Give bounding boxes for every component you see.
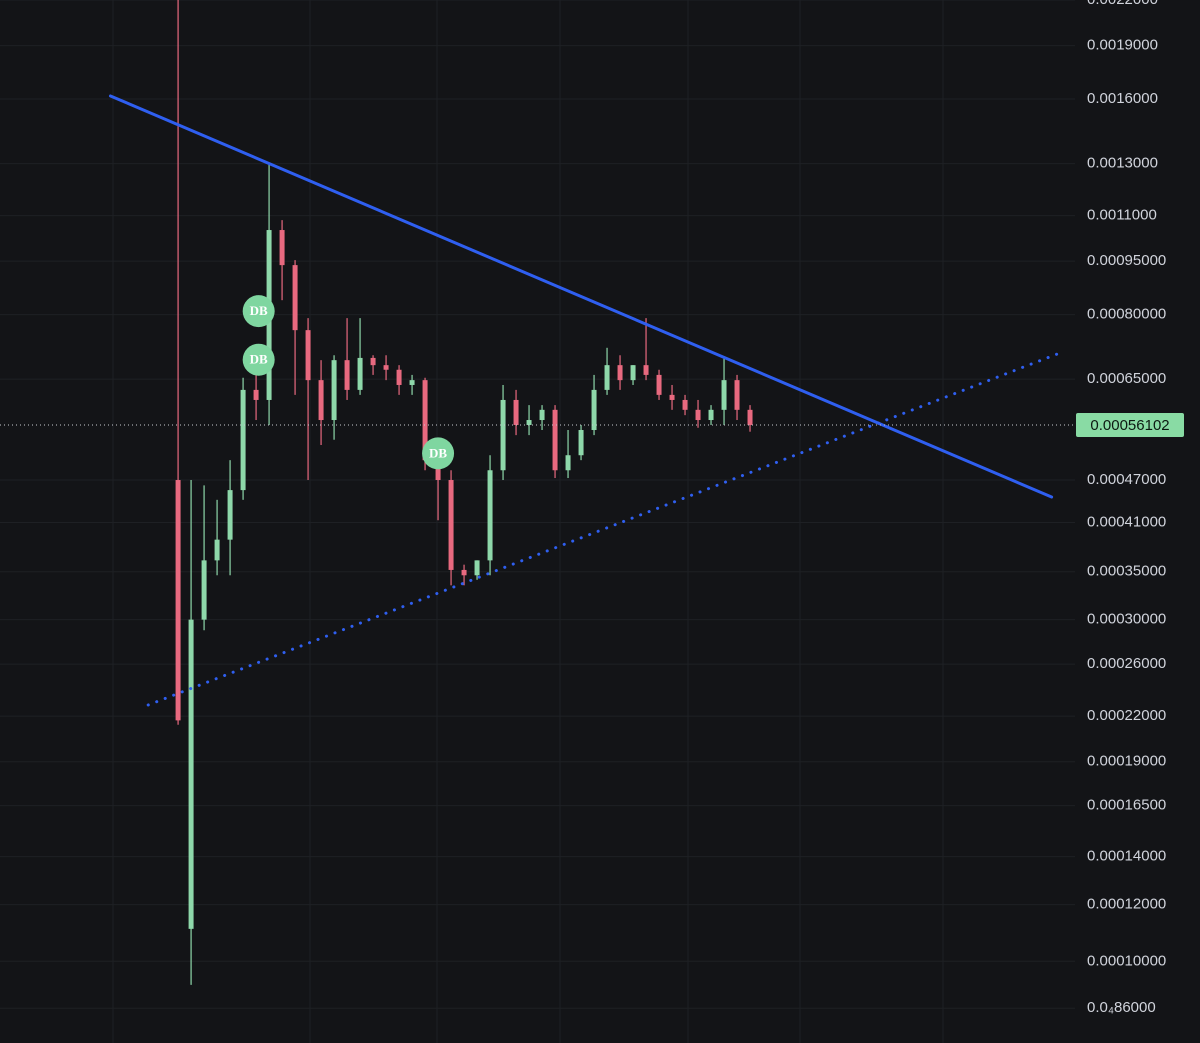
last-price-label: 0.00056102 [1090,417,1169,434]
y-tick-label: 0.00041000 [1087,513,1166,530]
marker-label: DB [429,445,447,460]
candle-body [435,460,441,481]
candle-body [578,430,584,456]
y-tick-label: 0.00030000 [1087,611,1166,628]
y-tick-label: 0.00014000 [1087,848,1166,865]
candle-body [500,399,506,471]
candle-body [539,409,545,421]
candle-body [383,365,389,370]
y-tick-label: 0.0016000 [1087,90,1158,107]
trend-line [108,94,1054,499]
candle-body [396,369,402,385]
y-tick-label: 0.00080000 [1087,306,1166,323]
candle-body [370,357,376,366]
marker-label: DB [250,352,268,367]
candle-body [240,389,246,491]
candle-body [201,560,207,620]
y-tick-label: 0.0019000 [1087,37,1158,54]
candle-body [747,409,753,425]
y-tick-label: 0.0022000 [1087,0,1158,8]
marker [242,295,275,328]
marker [242,343,275,376]
candle-body [214,539,220,561]
candle-body [734,380,740,410]
candle-body [422,380,428,461]
candle-body [175,480,181,721]
y-tick-label: 0.00019000 [1087,753,1166,770]
candle-body [565,455,571,471]
y-tick-label: 0.00012000 [1087,896,1166,913]
y-tick-label: 0.0013000 [1087,155,1158,172]
candle-body [630,365,636,381]
candle-body [357,357,363,390]
y-tick-label: 0.00035000 [1087,563,1166,580]
y-tick-label: 0.00095000 [1087,252,1166,269]
y-tick-label: 0.0₄86000 [1087,999,1156,1016]
candle-body [643,365,649,375]
candle-body [305,330,311,381]
trend-line [146,350,1064,707]
candle-body [656,374,662,395]
y-tick-label: 0.0011000 [1087,207,1157,224]
candle-body [669,394,675,400]
y-tick-label: 0.00047000 [1087,471,1166,488]
candle-body [409,380,415,385]
last-price-tag [1076,412,1184,437]
y-tick-label: 0.00016500 [1087,797,1166,814]
candle-body [188,619,194,929]
candle-body [526,420,532,425]
candle-body [617,365,623,381]
marker [422,437,455,470]
candle-body [331,360,337,421]
candle-body [318,380,324,421]
candle-body [604,365,610,390]
candle-body [448,480,454,570]
candle-body [344,360,350,390]
candle-body [552,409,558,471]
candle-body [279,230,285,266]
marker-label: DB [250,303,268,318]
y-tick-label: 0.00022000 [1087,707,1166,724]
candle-body [721,380,727,410]
y-tick-label: 0.00010000 [1087,952,1166,969]
candle-body [292,265,298,331]
y-tick-label: 0.00065000 [1087,370,1166,387]
vertical-grid [112,0,944,1043]
y-tick-label: 0.00026000 [1087,655,1166,672]
candle-body [708,409,714,421]
candle-body [591,389,597,431]
candle-body [513,399,519,425]
candle-body [227,490,233,540]
candle-body [695,409,701,421]
candle-body [461,569,467,576]
candle-body [487,470,493,561]
candle-body [253,389,259,400]
candle-body [682,399,688,410]
candle-body [474,560,480,576]
